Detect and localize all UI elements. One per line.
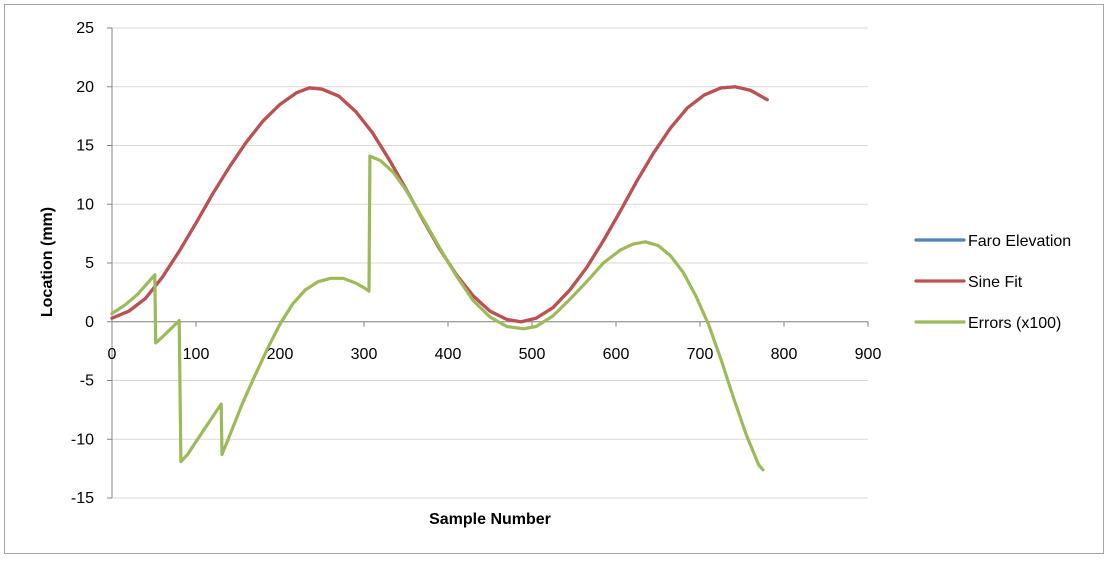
- x-tick-label: 200: [267, 346, 294, 363]
- gridlines: [112, 27, 868, 499]
- x-tick-label: 100: [183, 346, 210, 363]
- series-line-errors-x100: [110, 154, 765, 472]
- y-tick-label: 0: [85, 314, 94, 331]
- series-lines: [110, 85, 769, 472]
- x-tick-label: 900: [855, 346, 882, 363]
- y-tick-labels: -15 -10 -5 0 5 10 15 20 25: [71, 20, 94, 507]
- x-axis-title: Sample Number: [429, 511, 551, 528]
- x-tick-label: 600: [603, 346, 630, 363]
- x-tick-label: 700: [687, 346, 714, 363]
- x-tick-label: 300: [351, 346, 378, 363]
- legend: Faro Elevation Sine Fit Errors (x100): [914, 233, 1071, 332]
- y-tick-label: -5: [80, 373, 94, 390]
- x-tick-label: 400: [435, 346, 462, 363]
- y-tick-label: 25: [76, 20, 94, 37]
- x-tick-label: 0: [108, 346, 117, 363]
- y-tick-label: -10: [71, 431, 94, 448]
- y-tick-label: 15: [76, 138, 94, 155]
- x-tick-label: 800: [771, 346, 798, 363]
- x-tick-labels: 0 100 200 300 400 500 600 700 800 900: [108, 346, 882, 363]
- chart-area: [4, 4, 1104, 554]
- x-tick-label: 500: [519, 346, 546, 363]
- legend-label-sine-fit: Sine Fit: [968, 274, 1023, 291]
- y-axis-title: Location (mm): [39, 207, 56, 317]
- legend-label-faro-elevation: Faro Elevation: [968, 233, 1071, 250]
- y-tick-label: 20: [76, 79, 94, 96]
- y-tick-label: 10: [76, 196, 94, 213]
- y-tick-label: 5: [85, 255, 94, 272]
- legend-label-errors-x100: Errors (x100): [968, 315, 1061, 332]
- y-tick-label: -15: [71, 490, 94, 507]
